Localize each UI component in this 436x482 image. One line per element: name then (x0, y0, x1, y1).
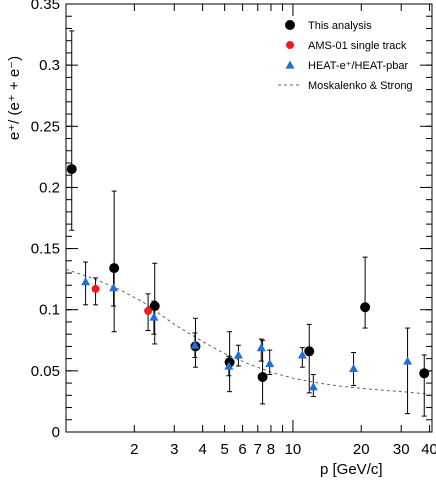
y-tick-label: 0.25 (31, 118, 60, 135)
data-point-triangle (349, 363, 359, 373)
data-point-circle (66, 164, 77, 175)
data-point-triangle (403, 356, 413, 365)
data-point-triangle (308, 382, 318, 391)
data-point-triangle (109, 283, 119, 292)
data-point-circle (419, 368, 430, 379)
data-point-triangle (224, 361, 234, 370)
y-tick-label: 0.05 (31, 363, 60, 380)
data-point-triangle (149, 312, 159, 321)
data-point-circle (109, 263, 120, 274)
data-point-triangle (297, 350, 307, 359)
y-tick-label: 0.1 (39, 302, 60, 319)
x-tick-label: 20 (353, 441, 370, 458)
data-point-circle (360, 302, 371, 313)
y-tick-label: 0.3 (39, 57, 60, 74)
data-point-triangle (81, 277, 91, 286)
y-tick-label: 0.2 (39, 179, 60, 196)
x-tick-label: 2 (130, 441, 138, 458)
x-tick-label: 4 (198, 441, 206, 458)
data-points-layer (66, 30, 430, 417)
y-tick-label: 0 (52, 424, 60, 441)
data-point-circle (149, 301, 160, 312)
plot-frame (65, 3, 433, 433)
data-point-triangle (265, 359, 275, 368)
legend-label: Moskalenko & Strong (308, 80, 413, 92)
y-tick-label: 0.35 (31, 0, 60, 13)
x-tick-label: 3 (170, 441, 178, 458)
x-tick-label: 7 (254, 441, 262, 458)
model-curve-line (65, 268, 430, 395)
model-curve-layer (65, 268, 430, 395)
data-point-circle (304, 346, 315, 357)
x-tick-label: 5 (220, 441, 228, 458)
data-point-circle (91, 284, 100, 293)
legend-marker-circle (285, 20, 295, 30)
axes-layer: 0 0.05 0.1 0.15 0.2 0.25 0.3 0.35 2 3 4 5 6 7 8 10 20 30 4… (31, 0, 436, 458)
x-tick-label: 6 (238, 441, 246, 458)
data-point-circle (144, 306, 153, 315)
legend: This analysis AMS-01 single track HEAT-e⁺/… (278, 20, 413, 92)
legend-marker-triangle (285, 60, 295, 69)
x-axis-label: p [GeV/c] (320, 461, 383, 478)
x-tick-label: 8 (267, 441, 275, 458)
data-point-triangle (190, 340, 200, 349)
plot-frame-box (65, 3, 433, 433)
y-tick-label: 0.15 (31, 241, 60, 258)
data-point-triangle (256, 343, 266, 352)
data-point-triangle (233, 350, 243, 359)
x-tick-label: 10 (285, 441, 302, 458)
x-tick-label: 40 (421, 441, 436, 458)
legend-label: This analysis (308, 20, 372, 32)
data-point-circle (257, 371, 268, 382)
legend-label: AMS-01 single track (308, 40, 407, 52)
legend-marker-circle (286, 41, 294, 49)
y-axis-label: e⁺/ (e⁺ + e⁻) (6, 56, 23, 140)
x-tick-label: 30 (393, 441, 410, 458)
legend-label: HEAT-e⁺/HEAT-pbar (308, 60, 408, 72)
